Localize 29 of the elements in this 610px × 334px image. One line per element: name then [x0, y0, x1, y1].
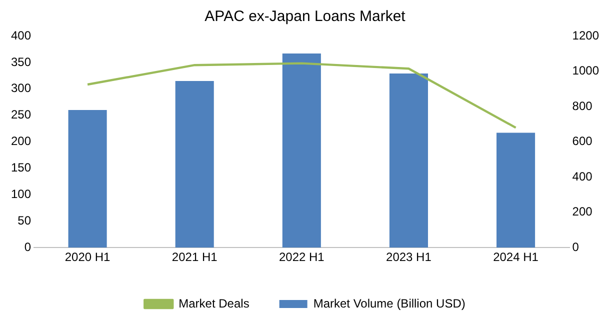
- y2-tick-label: 200: [572, 204, 593, 219]
- y2-tick-label: 1000: [572, 64, 600, 78]
- y-tick-label: 300: [10, 81, 32, 96]
- y-tick-label: 100: [10, 187, 32, 202]
- x-tick-label: 2021 H1: [172, 250, 218, 264]
- bar: [496, 132, 536, 248]
- y-tick-label: 150: [10, 160, 32, 175]
- bar: [389, 74, 428, 248]
- bar: [68, 110, 107, 248]
- bar: [282, 53, 321, 248]
- x-tick-label: 2024 H1: [493, 250, 539, 264]
- bar: [175, 80, 214, 248]
- y-tick-label: 350: [10, 54, 32, 69]
- legend-label: Market Deals: [178, 296, 250, 310]
- y2-tick-label: 600: [572, 134, 593, 148]
- y-tick-label: 250: [10, 108, 32, 122]
- y-tick-label: 400: [10, 28, 32, 42]
- y-tick-label: 0: [24, 240, 32, 254]
- y2-tick-label: 0: [572, 240, 580, 254]
- legend-label: Market Volume (Billion USD): [313, 296, 466, 310]
- chart-title: APAC ex-Japan Loans Market: [204, 8, 406, 26]
- y2-tick-label: 400: [572, 169, 593, 184]
- x-tick-label: 2022 H1: [278, 250, 325, 264]
- x-tick-label: 2020 H1: [64, 250, 111, 264]
- y-tick-label: 200: [10, 134, 32, 148]
- y2-tick-label: 1200: [572, 28, 600, 42]
- x-tick-label: 2023 H1: [386, 250, 432, 264]
- y2-tick-label: 800: [572, 98, 593, 113]
- y-tick-label: 50: [18, 213, 32, 228]
